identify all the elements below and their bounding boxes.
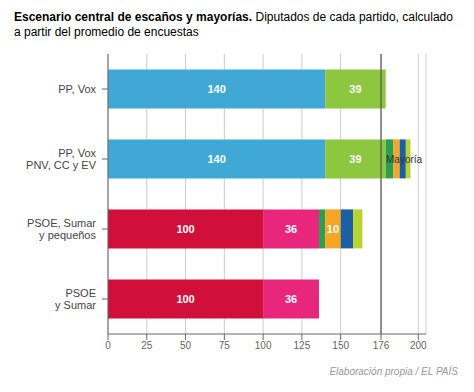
svg-text:39: 39	[349, 153, 361, 165]
svg-text:100: 100	[176, 223, 194, 235]
svg-text:125: 125	[294, 340, 311, 351]
svg-text:PSOEy Sumar: PSOEy Sumar	[55, 287, 96, 311]
svg-text:140: 140	[207, 153, 225, 165]
svg-text:PSOE, Sumary pequeños: PSOE, Sumary pequeños	[27, 217, 97, 241]
svg-text:100: 100	[255, 340, 272, 351]
svg-text:176: 176	[373, 340, 390, 351]
svg-text:0: 0	[105, 340, 111, 351]
html-text:Escenario central de escaños y: Escenario central de escaños y mayorías.…	[14, 10, 453, 39]
svg-text:50: 50	[180, 340, 192, 351]
svg-text:75: 75	[219, 340, 231, 351]
svg-text:200: 200	[410, 340, 427, 351]
svg-text:10: 10	[327, 223, 339, 235]
svg-text:39: 39	[349, 83, 361, 95]
svg-text:36: 36	[285, 223, 297, 235]
svg-text:150: 150	[332, 340, 349, 351]
svg-text:PP, Vox: PP, Vox	[58, 83, 96, 95]
svg-text:100: 100	[176, 293, 194, 305]
svg-text:36: 36	[285, 293, 297, 305]
svg-text:140: 140	[207, 83, 225, 95]
svg-text:PP, VoxPNV, CC y EV: PP, VoxPNV, CC y EV	[26, 147, 97, 171]
svg-text:Mayoría: Mayoría	[386, 154, 423, 165]
svg-text:25: 25	[141, 340, 153, 351]
html-text:Elaboración propia / EL PAÍS: Elaboración propia / EL PAÍS	[329, 366, 458, 377]
